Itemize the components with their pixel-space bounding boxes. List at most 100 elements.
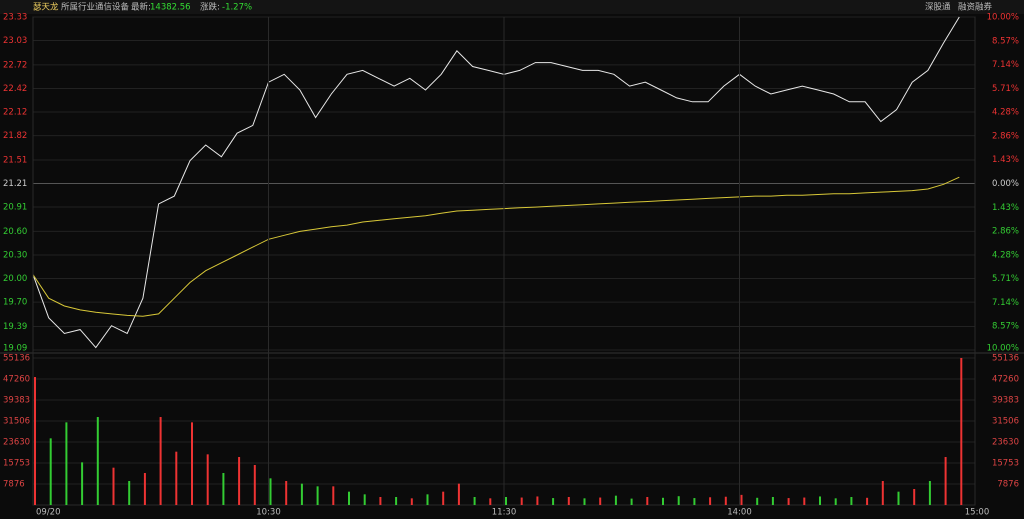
volume-bar xyxy=(599,497,602,505)
volume-bar xyxy=(206,454,209,505)
volume-bar xyxy=(614,495,617,505)
y-tick-label: 47260 xyxy=(992,374,1019,384)
volume-bar xyxy=(693,498,696,505)
volume-bar xyxy=(567,497,570,505)
y-tick-label: 19.70 xyxy=(3,298,27,308)
y2-tick-label: 10.00% xyxy=(987,344,1019,354)
volume-bar xyxy=(505,497,507,505)
x-tick-label: 14:00 xyxy=(727,508,752,518)
volume-bar xyxy=(897,491,900,505)
y2-tick-label: 7.14% xyxy=(992,298,1019,308)
volume-bar xyxy=(662,497,664,505)
volume-bar xyxy=(175,451,178,505)
y2-tick-label: 8.57% xyxy=(992,322,1019,332)
volume-bar xyxy=(881,481,884,505)
y-tick-label: 20.30 xyxy=(3,250,27,260)
y-tick-label: 23.33 xyxy=(3,13,27,23)
volume-bar xyxy=(457,483,460,505)
volume-bar xyxy=(316,486,319,505)
change-label: 涨跌: xyxy=(200,2,220,13)
x-tick-label: 10:30 xyxy=(256,508,281,518)
volume-bar xyxy=(944,457,947,505)
volume-bar xyxy=(724,496,727,505)
volume-bar xyxy=(348,491,350,505)
y-tick-label: 22.72 xyxy=(3,60,27,70)
volume-bar xyxy=(49,438,52,505)
y2-tick-label: 10.00% xyxy=(987,13,1019,23)
y-tick-label: 20.60 xyxy=(3,227,27,237)
link[interactable]: 深股通 xyxy=(925,2,951,13)
volume-bar xyxy=(253,465,256,505)
y-tick-label: 19.09 xyxy=(3,344,27,354)
volume-bar xyxy=(222,473,225,505)
volume-bar xyxy=(709,497,712,505)
y-tick-label: 39383 xyxy=(992,395,1019,405)
change: -1.27% xyxy=(222,3,252,13)
y-tick-label: 7876 xyxy=(997,480,1019,490)
y-tick-label: 55136 xyxy=(3,354,30,364)
volume-bar xyxy=(332,486,335,505)
volume-bar xyxy=(834,498,837,505)
volume-bar xyxy=(536,496,539,505)
volume-bar xyxy=(677,496,680,505)
y2-tick-label: 8.57% xyxy=(992,36,1019,46)
y2-tick-label: 5.71% xyxy=(992,274,1019,284)
volume-bar xyxy=(112,467,115,505)
volume-bar xyxy=(740,494,743,505)
volume-bar xyxy=(787,498,790,505)
y-tick-label: 21.82 xyxy=(3,131,27,141)
volume-bar xyxy=(489,498,492,505)
volume-bar xyxy=(442,491,445,505)
y-tick-label: 20.00 xyxy=(3,274,27,284)
y-tick-label: 7876 xyxy=(3,480,25,490)
y-tick-label: 21.21 xyxy=(3,179,27,189)
y2-tick-label: 1.43% xyxy=(992,203,1019,213)
link[interactable]: 融资融券 xyxy=(958,2,993,13)
average-line xyxy=(32,176,960,317)
volume-bar xyxy=(285,481,288,505)
x-tick-label: 15:00 xyxy=(965,508,990,518)
price-line xyxy=(32,16,960,349)
y-tick-label: 15753 xyxy=(992,459,1019,469)
volume-bar xyxy=(520,497,523,505)
y-tick-label: 22.42 xyxy=(3,84,27,94)
y-tick-label: 47260 xyxy=(3,374,30,384)
volume-bar xyxy=(81,462,84,505)
y-tick-label: 55136 xyxy=(992,354,1019,364)
y-tick-label: 23.03 xyxy=(3,36,27,46)
x-tick-label: 11:30 xyxy=(492,508,517,518)
y-tick-label: 19.39 xyxy=(3,322,27,332)
volume-bar xyxy=(850,497,853,505)
volume-bar xyxy=(34,377,36,505)
volume-bar xyxy=(410,498,413,505)
volume-bar xyxy=(238,457,241,505)
y-tick-label: 31506 xyxy=(992,417,1019,427)
industry-label: 所属行业 xyxy=(61,2,95,13)
volume-bar xyxy=(128,481,131,505)
header-bar xyxy=(0,0,1024,14)
volume-bar xyxy=(363,494,366,505)
industry[interactable]: 通信设备 xyxy=(95,2,130,13)
volume-bar xyxy=(269,478,272,505)
volume-bar xyxy=(159,417,162,505)
volume-bar xyxy=(756,497,759,505)
volume-bar xyxy=(96,417,99,505)
volume-bar xyxy=(819,496,821,505)
volume-bar xyxy=(583,498,586,505)
y2-tick-label: 2.86% xyxy=(992,131,1019,141)
volume-bar xyxy=(379,497,382,505)
volume-bar xyxy=(300,483,303,505)
y2-tick-label: 4.28% xyxy=(992,250,1019,260)
volume-bar xyxy=(191,422,193,505)
y-tick-label: 20.91 xyxy=(3,203,27,213)
volume-bar xyxy=(395,497,398,505)
volume-bar xyxy=(143,473,146,505)
volume-bar xyxy=(552,498,555,505)
y2-tick-label: 7.14% xyxy=(992,60,1019,70)
y-tick-label: 23630 xyxy=(3,437,30,447)
volume-bar xyxy=(426,494,429,505)
stock-name: 瑟天龙 xyxy=(33,2,59,13)
y-tick-label: 23630 xyxy=(992,437,1019,447)
volume-bar xyxy=(866,497,869,505)
